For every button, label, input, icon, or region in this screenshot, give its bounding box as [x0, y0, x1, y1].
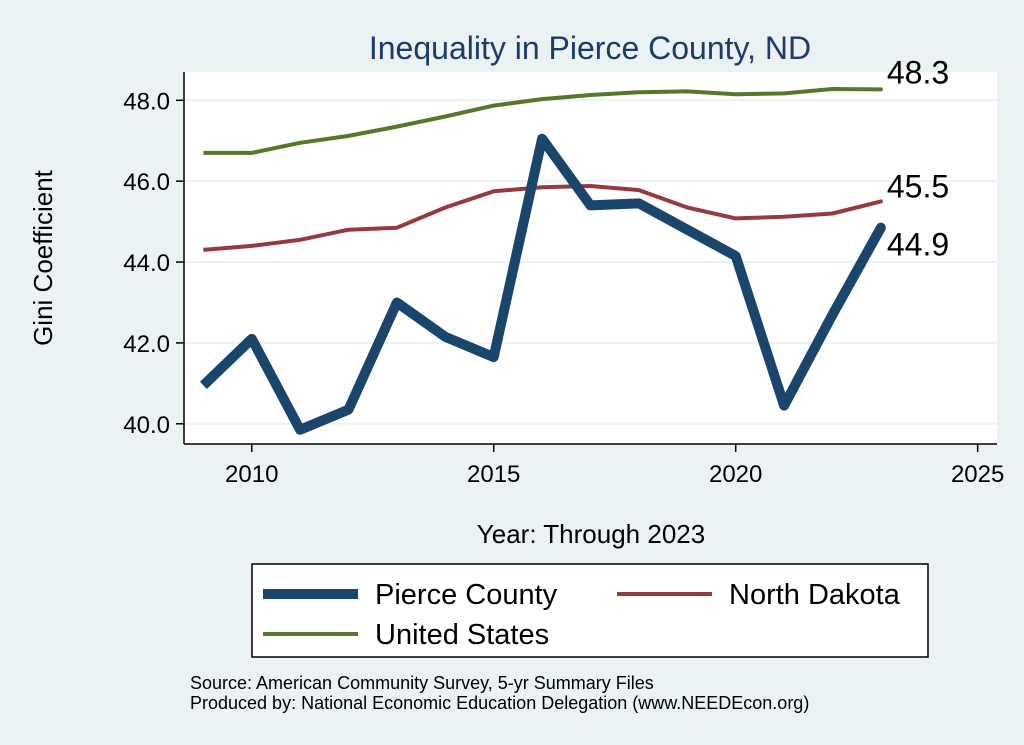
legend-label-pierce-county: Pierce County	[375, 579, 558, 611]
y-tick-label: 40.0	[123, 412, 170, 439]
legend-item-pierce-county: Pierce County	[263, 579, 558, 611]
series-end-point-pierce-county	[875, 222, 886, 233]
y-axis-label: Gini Coefficient	[28, 169, 58, 346]
y-tick-label: 48.0	[123, 88, 170, 115]
end-label-pierce-county: 44.9	[887, 227, 949, 263]
series-layer	[199, 87, 886, 435]
series-line-pierce-county	[199, 133, 886, 435]
x-tick-label: 2010	[225, 461, 278, 488]
axes: 40.0 42.0 44.0 46.0 48.0 2010 2015 2020 2025	[123, 72, 1004, 488]
legend-item-united-states: United States	[263, 619, 549, 651]
end-label-north-dakota: 45.5	[887, 168, 949, 204]
x-tick-label: 2025	[951, 461, 1004, 488]
legend-label-united-states: United States	[375, 619, 549, 651]
legend: Pierce County North Dakota United States	[251, 563, 929, 658]
legend-box	[251, 563, 929, 658]
series-end-point-north-dakota	[878, 199, 883, 204]
series-end-point-united-states	[878, 87, 883, 92]
end-labels: 44.9 45.5 48.3	[887, 54, 949, 262]
y-tick-label: 42.0	[123, 331, 170, 358]
series-line-united-states	[203, 87, 881, 155]
y-tick-label: 44.0	[123, 250, 170, 277]
x-tick-label: 2015	[467, 461, 520, 488]
legend-label-north-dakota: North Dakota	[729, 579, 901, 611]
y-tick-label: 46.0	[123, 169, 170, 196]
produced-by-note: Produced by: National Economic Education…	[190, 693, 809, 713]
x-axis-label: Year: Through 2023	[477, 519, 705, 549]
chart-title: Inequality in Pierce County, ND	[369, 30, 811, 66]
plot-area	[184, 72, 997, 444]
legend-item-north-dakota: North Dakota	[617, 579, 901, 611]
end-label-united-states: 48.3	[887, 54, 949, 90]
source-note: Source: American Community Survey, 5-yr …	[190, 673, 654, 693]
x-tick-label: 2020	[709, 461, 762, 488]
series-line-north-dakota	[203, 184, 882, 252]
